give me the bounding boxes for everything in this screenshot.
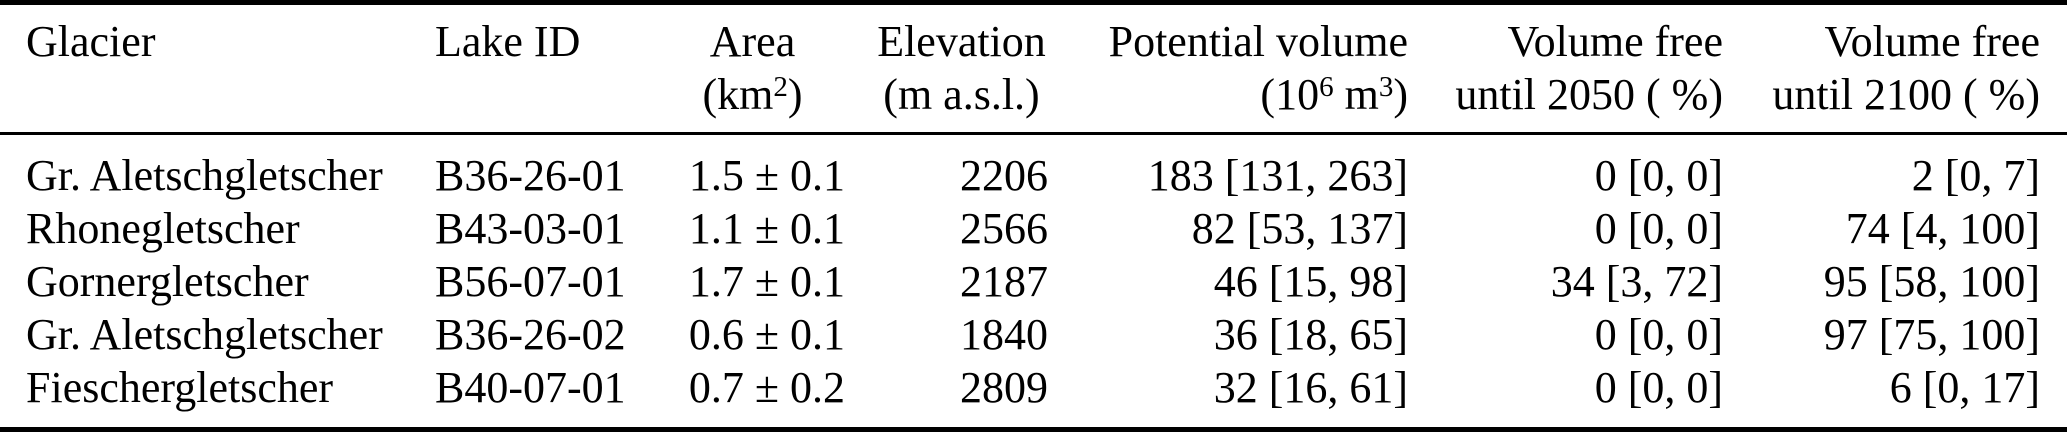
cell-potential-volume: 46 [15, 98] bbox=[1213, 257, 1408, 306]
pv-unit-superscript-3: 3 bbox=[1378, 70, 1394, 103]
col-header-area-label: Area bbox=[709, 17, 796, 66]
col-header-lake-id: Lake ID bbox=[435, 2, 660, 135]
col-header-volume-free-2050-unit: until 2050 ( %) bbox=[1455, 70, 1723, 119]
col-header-potential-volume-unit: (106 m3) bbox=[1048, 68, 1408, 121]
col-header-elevation: Elevation (m a.s.l.) bbox=[845, 2, 1048, 135]
cell-lake-id: B40-07-01 bbox=[435, 363, 626, 412]
cell-lake-id: B56-07-01 bbox=[435, 257, 626, 306]
col-header-potential-volume-label: Potential volume bbox=[1108, 17, 1408, 66]
cell-elevation: 1840 bbox=[960, 310, 1048, 359]
table-body: Gr. Aletschgletscher B36-26-01 1.5 ± 0.1… bbox=[0, 134, 2067, 430]
area-unit-superscript: 2 bbox=[773, 70, 788, 103]
col-header-elevation-unit: (m a.s.l.) bbox=[883, 70, 1040, 119]
col-header-volume-free-2100: Volume free until 2100 ( %) bbox=[1723, 2, 2067, 135]
table-row: Gr. Aletschgletscher B36-26-01 1.5 ± 0.1… bbox=[0, 134, 2067, 203]
cell-volume-free-2100: 6 [0, 17] bbox=[1889, 363, 2040, 412]
cell-potential-volume: 36 [18, 65] bbox=[1213, 310, 1408, 359]
cell-volume-free-2050: 0 [0, 0] bbox=[1594, 204, 1723, 253]
area-unit-suffix: ) bbox=[787, 70, 803, 119]
cell-glacier: Fieschergletscher bbox=[26, 363, 334, 412]
cell-volume-free-2100: 74 [4, 100] bbox=[1845, 204, 2040, 253]
cell-glacier: Rhonegletscher bbox=[26, 204, 300, 253]
cell-volume-free-2100: 97 [75, 100] bbox=[1823, 310, 2040, 359]
cell-area: 1.7 ± 0.1 bbox=[688, 257, 845, 306]
cell-glacier: Gr. Aletschgletscher bbox=[26, 310, 383, 359]
cell-lake-id: B43-03-01 bbox=[435, 204, 626, 253]
col-header-area-unit: (km2) bbox=[660, 68, 845, 121]
col-header-volume-free-2100-unit: until 2100 ( %) bbox=[1772, 70, 2040, 119]
cell-area: 1.5 ± 0.1 bbox=[688, 151, 845, 200]
cell-volume-free-2100: 95 [58, 100] bbox=[1823, 257, 2040, 306]
area-unit-prefix: (km bbox=[702, 70, 774, 119]
cell-glacier: Gornergletscher bbox=[26, 257, 309, 306]
header-row: Glacier Lake ID Area (km2) Elevation (m … bbox=[0, 2, 2067, 135]
cell-volume-free-2050: 34 [3, 72] bbox=[1550, 257, 1723, 306]
table-row: Gornergletscher B56-07-01 1.7 ± 0.1 2187… bbox=[0, 255, 2067, 308]
cell-potential-volume: 82 [53, 137] bbox=[1191, 204, 1408, 253]
col-header-glacier: Glacier bbox=[0, 2, 435, 135]
pv-unit-superscript-6: 6 bbox=[1319, 70, 1334, 103]
cell-elevation: 2809 bbox=[960, 363, 1048, 412]
table-header: Glacier Lake ID Area (km2) Elevation (m … bbox=[0, 2, 2067, 135]
pv-unit-prefix: (10 bbox=[1260, 70, 1320, 119]
cell-lake-id: B36-26-01 bbox=[435, 151, 626, 200]
table-row: Gr. Aletschgletscher B36-26-02 0.6 ± 0.1… bbox=[0, 308, 2067, 361]
table-row: Rhonegletscher B43-03-01 1.1 ± 0.1 2566 … bbox=[0, 202, 2067, 255]
cell-volume-free-2050: 0 [0, 0] bbox=[1594, 363, 1723, 412]
cell-volume-free-2050: 0 [0, 0] bbox=[1594, 310, 1723, 359]
cell-lake-id: B36-26-02 bbox=[435, 310, 626, 359]
table-row: Fieschergletscher B40-07-01 0.7 ± 0.2 28… bbox=[0, 361, 2067, 430]
col-header-volume-free-2050: Volume free until 2050 ( %) bbox=[1408, 2, 1723, 135]
cell-elevation: 2566 bbox=[960, 204, 1048, 253]
cell-area: 0.6 ± 0.1 bbox=[688, 310, 845, 359]
col-header-glacier-label: Glacier bbox=[26, 17, 156, 66]
col-header-potential-volume: Potential volume (106 m3) bbox=[1048, 2, 1408, 135]
cell-elevation: 2187 bbox=[960, 257, 1048, 306]
cell-volume-free-2100: 2 [0, 7] bbox=[1911, 151, 2040, 200]
cell-elevation: 2206 bbox=[960, 151, 1048, 200]
pv-unit-suffix: ) bbox=[1393, 70, 1408, 119]
col-header-volume-free-2050-label: Volume free bbox=[1507, 17, 1723, 66]
cell-potential-volume: 32 [16, 61] bbox=[1213, 363, 1408, 412]
cell-area: 1.1 ± 0.1 bbox=[688, 204, 845, 253]
col-header-area: Area (km2) bbox=[660, 2, 845, 135]
col-header-elevation-label: Elevation bbox=[877, 17, 1046, 66]
cell-volume-free-2050: 0 [0, 0] bbox=[1594, 151, 1723, 200]
pv-unit-mid: m bbox=[1333, 70, 1379, 119]
col-header-volume-free-2100-label: Volume free bbox=[1824, 17, 2040, 66]
cell-area: 0.7 ± 0.2 bbox=[688, 363, 845, 412]
col-header-lake-id-label: Lake ID bbox=[435, 17, 581, 66]
cell-potential-volume: 183 [131, 263] bbox=[1147, 151, 1408, 200]
cell-glacier: Gr. Aletschgletscher bbox=[26, 151, 383, 200]
